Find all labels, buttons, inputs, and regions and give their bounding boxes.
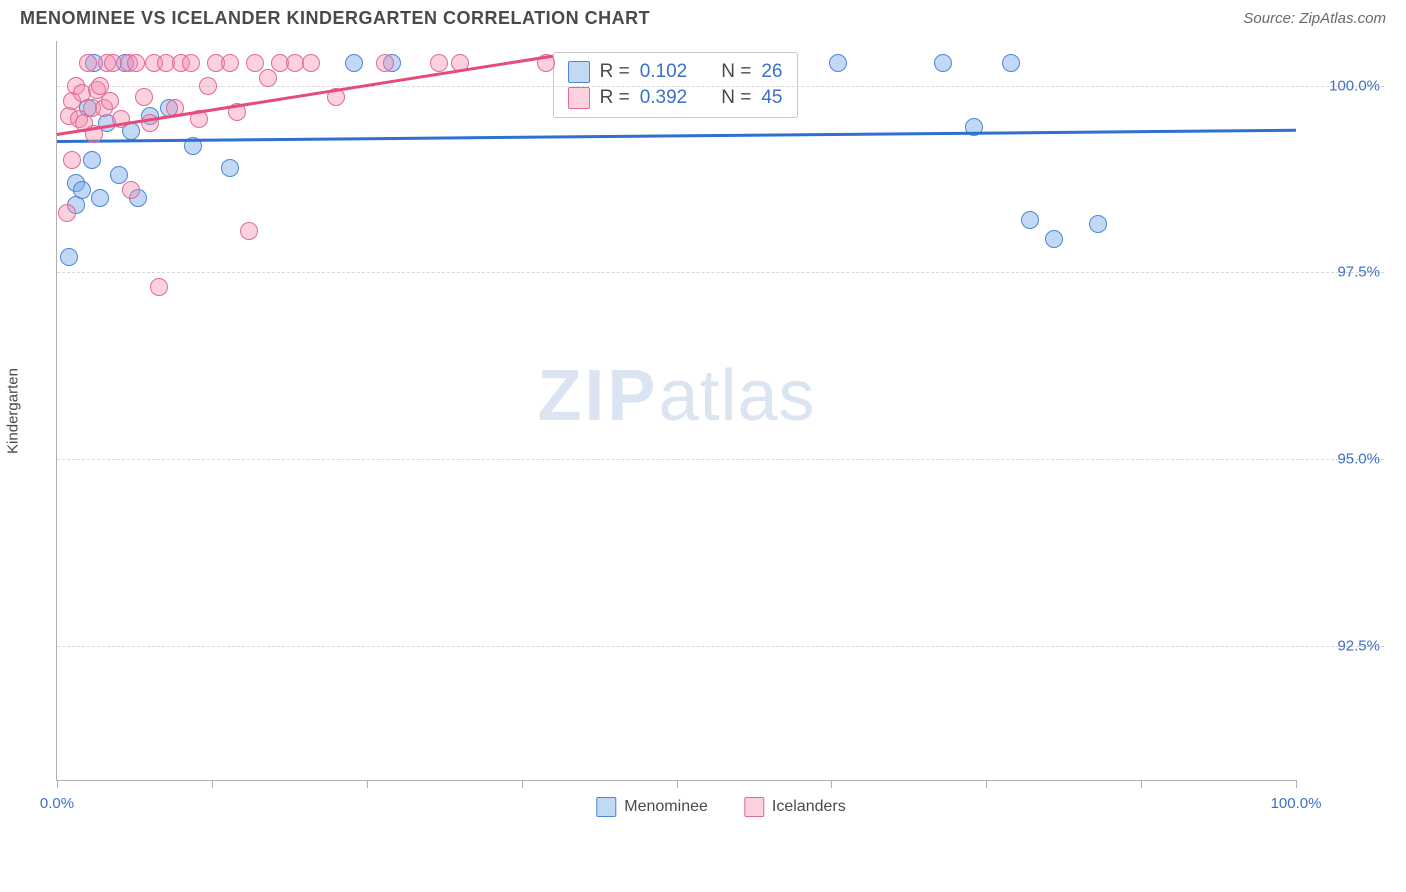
data-point <box>302 54 320 72</box>
data-point <box>182 54 200 72</box>
watermark: ZIPatlas <box>537 355 815 437</box>
x-tick <box>831 780 832 788</box>
legend-n-value: 26 <box>761 61 782 83</box>
data-point <box>83 151 101 169</box>
data-point <box>829 54 847 72</box>
series-label: Menominee <box>624 798 708 816</box>
data-point <box>259 69 277 87</box>
legend-swatch <box>596 797 616 817</box>
data-point <box>221 54 239 72</box>
gridline <box>57 272 1384 273</box>
source-prefix: Source: <box>1243 10 1299 27</box>
y-axis-label: Kindergarten <box>5 368 22 454</box>
legend-r-label: R = <box>600 87 630 109</box>
x-tick-label: 0.0% <box>40 795 74 812</box>
legend-swatch <box>744 797 764 817</box>
data-point <box>240 222 258 240</box>
legend-r-label: R = <box>600 61 630 83</box>
x-tick <box>1296 780 1297 788</box>
data-point <box>79 54 97 72</box>
data-point <box>199 77 217 95</box>
legend-n-label: N = <box>721 87 751 109</box>
y-tick-label: 100.0% <box>1329 77 1380 94</box>
chart-header: MENOMINEE VS ICELANDER KINDERGARTEN CORR… <box>0 0 1406 41</box>
gridline <box>57 646 1384 647</box>
series-label: Icelanders <box>772 798 846 816</box>
x-tick <box>522 780 523 788</box>
legend-row: R = 0.392 N = 45 <box>568 85 783 111</box>
plot-area: Kindergarten ZIPatlas R = 0.102N = 26R =… <box>56 41 1296 781</box>
data-point <box>1045 230 1063 248</box>
legend-swatch <box>568 87 590 109</box>
legend-r-value: 0.392 <box>640 87 688 109</box>
data-point <box>246 54 264 72</box>
data-point <box>60 248 78 266</box>
watermark-atlas: atlas <box>658 356 815 436</box>
x-tick <box>212 780 213 788</box>
trend-line <box>57 129 1296 143</box>
data-point <box>221 159 239 177</box>
legend-n-label: N = <box>721 61 751 83</box>
legend-n-value: 45 <box>761 87 782 109</box>
data-point <box>101 92 119 110</box>
x-tick <box>986 780 987 788</box>
y-tick-label: 92.5% <box>1337 637 1380 654</box>
data-point <box>1002 54 1020 72</box>
data-point <box>122 181 140 199</box>
data-point <box>91 189 109 207</box>
series-legend-item: Icelanders <box>744 797 846 817</box>
data-point <box>1089 215 1107 233</box>
data-point <box>127 54 145 72</box>
gridline <box>57 459 1384 460</box>
x-tick <box>677 780 678 788</box>
data-point <box>135 88 153 106</box>
source-attribution: Source: ZipAtlas.com <box>1243 10 1386 27</box>
chart-container: Kindergarten ZIPatlas R = 0.102N = 26R =… <box>56 41 1386 811</box>
legend-r-value: 0.102 <box>640 61 688 83</box>
data-point <box>63 151 81 169</box>
x-tick <box>57 780 58 788</box>
data-point <box>934 54 952 72</box>
data-point <box>73 181 91 199</box>
gridline <box>57 86 1384 87</box>
data-point <box>430 54 448 72</box>
x-tick <box>367 780 368 788</box>
data-point <box>376 54 394 72</box>
x-tick-label: 100.0% <box>1271 795 1322 812</box>
legend-swatch <box>568 61 590 83</box>
chart-title: MENOMINEE VS ICELANDER KINDERGARTEN CORR… <box>20 8 650 29</box>
data-point <box>150 278 168 296</box>
data-point <box>1021 211 1039 229</box>
legend-row: R = 0.102 N = 26 <box>568 59 783 85</box>
data-point <box>58 204 76 222</box>
data-point <box>345 54 363 72</box>
data-point <box>110 166 128 184</box>
source-name: ZipAtlas.com <box>1299 10 1386 27</box>
series-legend: Menominee Icelanders <box>596 797 845 817</box>
x-tick <box>1141 780 1142 788</box>
y-tick-label: 95.0% <box>1337 451 1380 468</box>
y-tick-label: 97.5% <box>1337 264 1380 281</box>
watermark-zip: ZIP <box>537 356 658 436</box>
series-legend-item: Menominee <box>596 797 708 817</box>
